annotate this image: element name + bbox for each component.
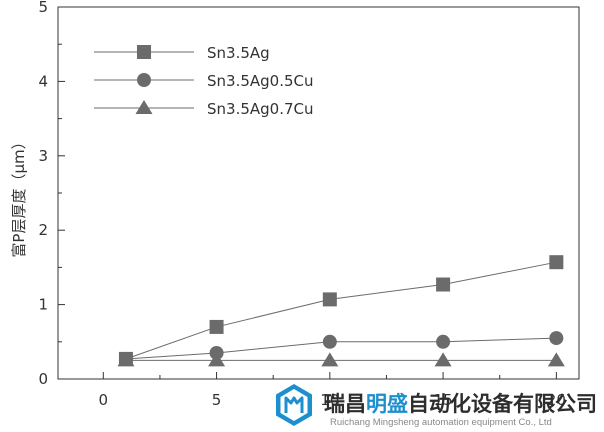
data-point <box>436 277 451 292</box>
y-axis-label: 富P层厚度（μm） <box>10 134 28 257</box>
ms-logo-icon <box>276 384 312 426</box>
y-tick-label: 2 <box>38 221 48 239</box>
y-tick-label: 4 <box>38 72 48 90</box>
legend-label: Sn3.5Ag0.5Cu <box>207 72 314 90</box>
watermark-subtitle: Ruichang Mingsheng automation equipment … <box>330 417 552 428</box>
data-point <box>208 352 226 367</box>
y-tick-label: 1 <box>38 296 48 314</box>
x-tick-label: 15 <box>434 391 453 409</box>
data-point <box>322 334 337 349</box>
legend-label: Sn3.5Ag0.7Cu <box>207 100 314 118</box>
axes: 0 5 10 15 20 0 1 2 3 4 5 <box>38 0 580 409</box>
data-point <box>322 292 337 307</box>
watermark: 瑞昌明盛自动化设备有限公司 Ruichang Mingsheng automat… <box>276 384 597 428</box>
data-point <box>209 319 224 334</box>
x-tick-label: 5 <box>212 391 222 409</box>
y-tick-label: 3 <box>38 147 48 165</box>
series-group <box>117 255 565 367</box>
watermark-company-name: 瑞昌明盛自动化设备有限公司 <box>324 392 597 416</box>
data-point <box>549 255 564 270</box>
data-point <box>436 334 451 349</box>
data-point <box>549 331 564 346</box>
x-tick-label: 10 <box>320 391 339 409</box>
legend-marker <box>137 73 151 87</box>
legend-label: Sn3.5Ag <box>207 44 270 62</box>
data-point <box>321 352 339 367</box>
series-line <box>125 261 557 360</box>
data-point <box>117 352 135 367</box>
x-tick-label: 0 <box>99 391 109 409</box>
data-point <box>434 352 452 367</box>
y-tick-label: 0 <box>38 370 48 388</box>
legend: Sn3.5Ag Sn3.5Ag0.5Cu Sn3.5Ag0.7Cu <box>94 44 314 118</box>
series-0 <box>118 255 564 366</box>
legend-marker <box>137 45 151 59</box>
data-point <box>547 352 565 367</box>
series-2 <box>117 352 565 367</box>
series-line <box>125 337 557 360</box>
y-tick-label: 5 <box>38 0 48 16</box>
legend-marker <box>135 100 153 114</box>
x-tick-label: 20 <box>547 391 566 409</box>
plot-frame <box>57 6 580 380</box>
